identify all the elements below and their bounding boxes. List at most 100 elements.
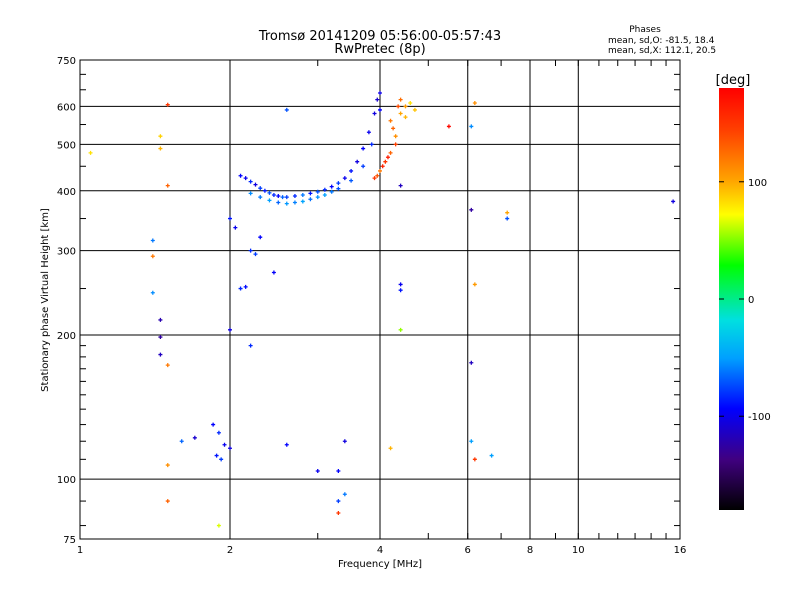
data-point [472,282,477,287]
data-point [228,327,232,332]
data-point [248,179,253,184]
data-point [349,178,354,183]
data-point [378,107,382,112]
data-point [342,492,347,497]
data-point [276,200,281,205]
data-point [165,363,170,368]
data-point [253,252,258,257]
chart-subtitle: RwPretec (8p) [334,42,425,57]
data-point [308,197,313,202]
data-point [267,190,272,195]
data-point [349,168,354,173]
data-point [336,510,341,515]
data-point [403,115,408,120]
data-point [388,150,393,155]
data-point [469,207,474,212]
x-tick-label: 1 [77,545,83,556]
data-point [336,181,341,186]
data-point [361,146,366,151]
y-tick-label: 400 [57,187,76,198]
data-point [336,186,341,191]
data-point [165,102,170,107]
data-point [398,183,403,188]
data-point [243,176,248,181]
data-point [211,422,216,427]
data-point [472,457,477,462]
data-point [222,442,227,447]
stats-line-x: mean, sd,X: 112.1, 20.5 [608,46,716,56]
data-point [271,192,276,197]
data-point [366,130,371,135]
data-point [393,134,398,139]
colorbar-tick-label: 0 [748,295,754,306]
data-point [336,468,341,473]
data-point [248,248,253,253]
data-point [342,439,347,444]
data-point [150,290,155,295]
data-point [393,142,398,147]
data-point [216,430,221,435]
data-point [355,159,360,164]
data-point [88,150,93,155]
data-point [158,317,163,322]
data-point [391,126,396,131]
stats-heading: Phases [629,25,661,35]
y-axis-tick-labels: 75 100 200 300 400 500 600 750 [57,56,76,546]
data-point [280,195,285,200]
data-point [228,446,232,451]
data-point [315,195,320,200]
data-point [219,457,224,462]
data-point [284,201,289,206]
colorbar-tick-label: -100 [748,412,771,423]
data-point [383,159,388,164]
data-point [372,176,377,181]
data-point [150,254,155,259]
data-point [505,210,510,215]
data-point [369,142,374,147]
data-point [284,195,289,200]
data-point [388,446,393,451]
data-point [284,107,289,112]
data-point [329,189,334,194]
data-point [408,100,413,105]
data-point [308,191,313,196]
data-point [271,270,276,275]
data-point [398,327,403,332]
y-tick-label: 750 [57,56,76,67]
data-point [150,238,155,243]
x-tick-label: 4 [377,545,383,556]
data-point [378,90,382,95]
x-axis-label: Frequency [MHz] [338,559,422,570]
data-point [336,499,341,504]
data-point [165,183,170,188]
x-tick-label: 2 [227,545,233,556]
data-point [403,104,408,109]
data-point [192,435,197,440]
data-point [375,97,380,102]
data-point [300,199,305,204]
data-point [322,187,327,192]
data-point [238,286,243,291]
stats-line-o: mean, sd,O: -81.5, 18.4 [608,36,715,46]
data-point [469,124,474,129]
data-point [372,111,377,116]
colorbar-ticks: 100 0 -100 [719,178,771,423]
data-point [253,182,258,187]
data-point [469,439,474,444]
data-point [505,216,510,221]
data-point [396,104,401,109]
data-point [158,352,163,357]
data-point [378,168,382,173]
plot-frame [79,59,681,540]
data-point [292,200,297,205]
data-point [238,173,243,178]
grid-lines [80,60,680,539]
y-tick-label: 100 [57,475,76,486]
data-point [412,107,417,112]
data-point [315,189,320,194]
data-point [322,192,327,197]
data-point [158,134,163,139]
data-point [158,146,163,151]
x-axis-tick-labels: 1 2 4 6 8 10 16 [77,545,687,556]
